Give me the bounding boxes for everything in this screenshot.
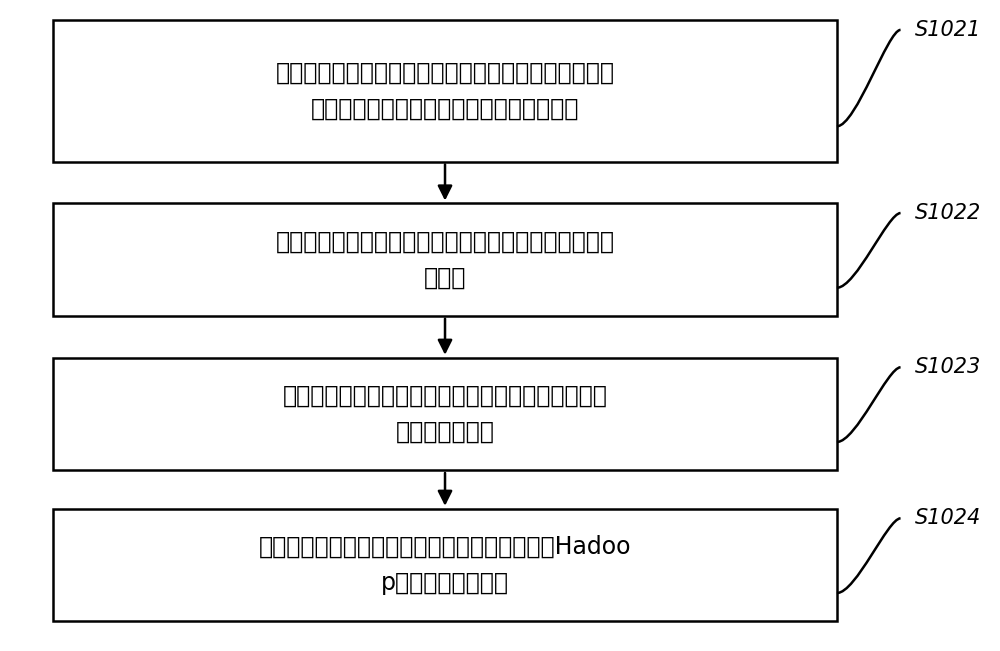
FancyBboxPatch shape	[53, 357, 837, 470]
FancyBboxPatch shape	[53, 203, 837, 316]
FancyBboxPatch shape	[53, 20, 837, 161]
Text: 将所述和除以预设数得到余数，其中，所述预设数为
数据分区的总数: 将所述和除以预设数得到余数，其中，所述预设数为 数据分区的总数	[283, 384, 607, 443]
Text: S1024: S1024	[915, 508, 982, 529]
FancyBboxPatch shape	[53, 508, 837, 621]
Text: S1021: S1021	[915, 20, 982, 40]
Text: S1023: S1023	[915, 357, 982, 378]
Text: 分别将每条基金交易数据的哈希值的所有数字各自相加
得到和: 分别将每条基金交易数据的哈希值的所有数字各自相加 得到和	[276, 230, 615, 289]
Text: 分别对每个基金账号进行哈希处理，得到每条基金交易
数据对应的哈希值，所述哈希值为一串数字: 分别对每个基金账号进行哈希处理，得到每条基金交易 数据对应的哈希值，所述哈希值为…	[276, 61, 615, 120]
Text: S1022: S1022	[915, 203, 982, 223]
Text: 将所述每条基金交易数据保存在所述余数对应的Hadoo
p平台的数据分区内: 将所述每条基金交易数据保存在所述余数对应的Hadoo p平台的数据分区内	[259, 535, 631, 594]
